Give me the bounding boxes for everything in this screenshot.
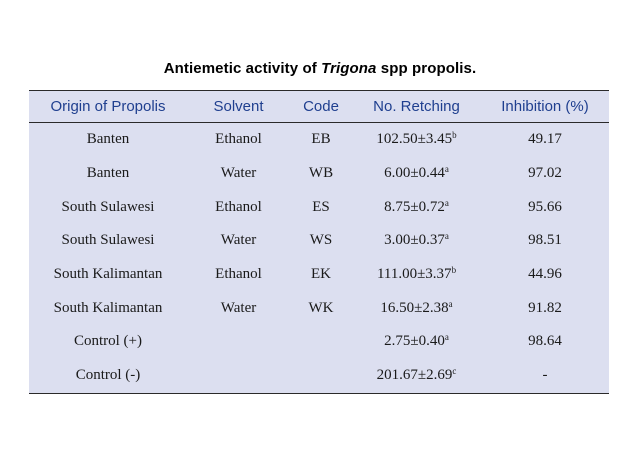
cell-solvent (187, 359, 290, 393)
header-row: Origin of Propolis Solvent Code No. Retc… (29, 90, 609, 123)
cell-origin: Banten (86, 165, 130, 182)
cell-code: WB (308, 165, 334, 182)
cell-code: WK (308, 299, 334, 316)
cell-solvent (187, 325, 290, 359)
significance-superscript: b (451, 265, 457, 276)
cell-solvent: Water (220, 299, 257, 316)
significance-superscript: a (444, 231, 449, 242)
cell-code: EB (311, 131, 331, 148)
cell-origin: South Sulawesi (61, 232, 155, 249)
cell-code: ES (312, 198, 330, 215)
table-row: Control (-) 201.67±2.69c - (29, 359, 609, 393)
table-body: Banten Ethanol EB 102.50±3.45b 49.17 Banten Wa… (29, 123, 609, 393)
header-code: Code (303, 98, 339, 115)
header-solvent: Solvent (213, 98, 264, 115)
table-caption: Antiemetic activity of Trigona spp propo… (0, 60, 640, 77)
cell-solvent: Water (220, 232, 257, 249)
cell-inhibition: 97.02 (528, 165, 562, 182)
cell-origin: Banten (86, 131, 130, 148)
cell-inhibition: 44.96 (528, 266, 562, 283)
caption-suffix: spp propolis. (376, 60, 477, 77)
cell-origin: Control (+) (73, 333, 143, 350)
cell-retching: 201.67±2.69c (352, 359, 481, 393)
cell-origin: South Sulawesi (61, 198, 155, 215)
cell-code: WS (309, 232, 333, 249)
table-row: South Kalimantan Water WK 16.50±2.38a 91.82 (29, 291, 609, 325)
cell-retching: 8.75±0.72a (352, 190, 481, 224)
table-row: Banten Water WB 6.00±0.44a 97.02 (29, 157, 609, 191)
cell-retching: 2.75±0.40a (352, 325, 481, 359)
propolis-activity-table: Origin of Propolis Solvent Code No. Retc… (29, 90, 609, 394)
significance-superscript: c (452, 366, 457, 377)
significance-superscript: a (448, 298, 453, 309)
cell-inhibition: 98.64 (528, 333, 562, 350)
cell-origin: South Kalimantan (53, 266, 163, 283)
retching-value: 16.50±2.38 (380, 299, 449, 316)
significance-superscript: b (452, 130, 457, 141)
cell-retching: 16.50±2.38a (352, 291, 481, 325)
cell-code (290, 359, 352, 393)
significance-superscript: a (444, 164, 449, 175)
retching-value: 201.67±2.69 (376, 367, 453, 384)
header-retching: No. Retching (373, 98, 460, 115)
table-row: Control (+) 2.75±0.40a 98.64 (29, 325, 609, 359)
cell-solvent: Ethanol (215, 198, 262, 215)
retching-value: 8.75±0.72 (384, 198, 445, 215)
table-row: South Sulawesi Ethanol ES 8.75±0.72a 95.66 (29, 190, 609, 224)
cell-inhibition: 95.66 (528, 198, 562, 215)
cell-origin: Control (-) (75, 367, 141, 384)
cell-solvent: Ethanol (215, 266, 262, 283)
cell-retching: 102.50±3.45b (352, 123, 481, 157)
cell-inhibition: - (542, 367, 548, 384)
cell-inhibition: 98.51 (528, 232, 562, 249)
cell-code (290, 325, 352, 359)
table-row: Banten Ethanol EB 102.50±3.45b 49.17 (29, 123, 609, 157)
cell-inhibition: 49.17 (528, 131, 562, 148)
retching-value: 2.75±0.40 (384, 333, 445, 350)
header-inhibition: Inhibition (%) (501, 98, 589, 115)
cell-code: EK (311, 266, 331, 283)
retching-value: 6.00±0.44 (384, 165, 445, 182)
cell-inhibition: 91.82 (528, 299, 562, 316)
retching-value: 102.50±3.45 (376, 131, 453, 148)
cell-retching: 111.00±3.37b (352, 258, 481, 292)
retching-value: 111.00±3.37 (376, 266, 452, 283)
caption-italic-genus: Trigona (321, 60, 377, 77)
cell-solvent: Water (220, 165, 257, 182)
caption-prefix: Antiemetic activity of (163, 60, 322, 77)
significance-superscript: a (444, 332, 449, 343)
cell-retching: 6.00±0.44a (352, 157, 481, 191)
retching-value: 3.00±0.37 (384, 232, 445, 249)
cell-origin: South Kalimantan (53, 299, 163, 316)
cell-retching: 3.00±0.37a (352, 224, 481, 258)
significance-superscript: a (444, 197, 449, 208)
cell-solvent: Ethanol (215, 131, 262, 148)
table-row: South Kalimantan Ethanol EK 111.00±3.37b 44.… (29, 258, 609, 292)
header-origin: Origin of Propolis (50, 98, 166, 115)
table-row: South Sulawesi Water WS 3.00±0.37a 98.51 (29, 224, 609, 258)
